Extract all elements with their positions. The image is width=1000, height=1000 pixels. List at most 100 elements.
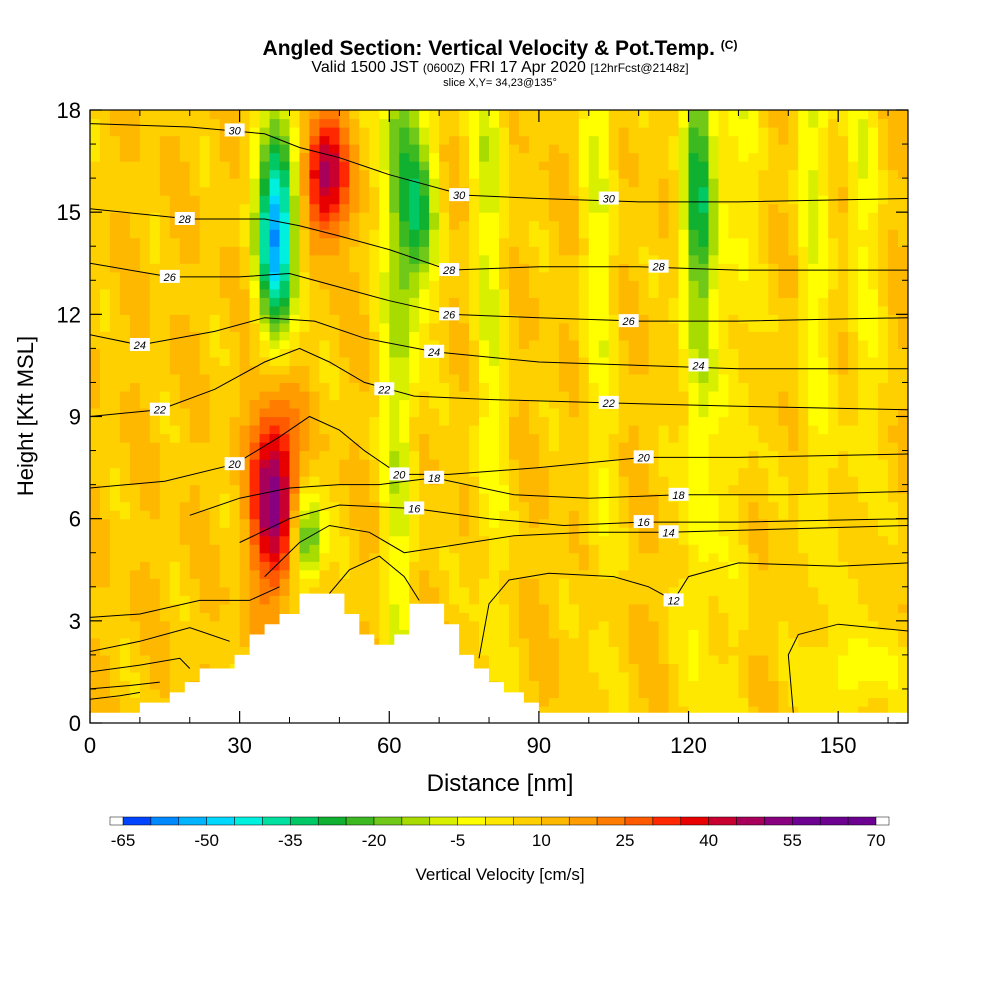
velocity-cell (259, 382, 271, 392)
velocity-cell (429, 118, 440, 128)
velocity-cell (149, 365, 161, 375)
velocity-cell (199, 237, 211, 247)
velocity-cell (538, 578, 550, 588)
velocity-cell (668, 271, 680, 281)
velocity-cell (149, 135, 161, 145)
velocity-cell (588, 552, 600, 562)
velocity-cell (239, 161, 251, 171)
velocity-cell (558, 271, 570, 281)
velocity-cell (299, 493, 311, 503)
velocity-cell (499, 646, 510, 656)
velocity-cell (708, 110, 720, 120)
velocity-cell (419, 229, 430, 239)
velocity-cell (279, 365, 291, 375)
velocity-cell (159, 263, 171, 273)
velocity-cell (738, 288, 749, 298)
velocity-cell (568, 561, 580, 571)
velocity-cell (249, 144, 261, 154)
velocity-cell (698, 237, 710, 247)
velocity-cell (489, 186, 500, 196)
velocity-cell (119, 407, 131, 418)
velocity-cell (618, 654, 630, 664)
velocity-cell (449, 169, 460, 179)
velocity-cell (229, 263, 241, 273)
velocity-cell (499, 561, 510, 571)
velocity-cell (459, 442, 470, 452)
velocity-cell (149, 331, 161, 341)
velocity-cell (658, 356, 670, 367)
velocity-cell (219, 399, 231, 409)
velocity-cell (119, 450, 131, 460)
velocity-cell (489, 237, 500, 247)
velocity-cell (359, 373, 370, 384)
velocity-cell (548, 527, 560, 537)
velocity-cell (289, 246, 301, 256)
velocity-cell (638, 612, 650, 622)
velocity-cell (528, 314, 540, 324)
velocity-cell (758, 390, 769, 401)
velocity-cell (399, 297, 410, 307)
velocity-cell (99, 407, 111, 418)
velocity-cell (738, 186, 749, 196)
velocity-cell (399, 373, 410, 384)
velocity-cell (728, 510, 740, 520)
velocity-cell (479, 118, 490, 128)
velocity-cell (429, 271, 440, 281)
velocity-cell (748, 254, 759, 264)
velocity-cell (568, 612, 580, 622)
velocity-cell (279, 161, 291, 171)
velocity-cell (738, 459, 749, 469)
velocity-cell (499, 603, 510, 613)
velocity-cell (289, 356, 301, 367)
velocity-cell (109, 407, 121, 418)
velocity-cell (359, 365, 370, 375)
velocity-cell (249, 569, 261, 579)
velocity-cell (389, 459, 400, 469)
velocity-cell (139, 407, 151, 418)
velocity-cell (99, 186, 111, 196)
velocity-cell (728, 322, 740, 332)
velocity-cell (728, 331, 740, 341)
velocity-cell (399, 510, 410, 520)
velocity-cell (399, 144, 410, 154)
velocity-cell (279, 501, 291, 511)
velocity-cell (139, 297, 151, 307)
velocity-cell (149, 620, 161, 630)
velocity-cell (439, 186, 450, 196)
velocity-cell (379, 425, 390, 435)
velocity-cell (449, 416, 460, 426)
velocity-cell (119, 620, 131, 630)
velocity-cell (678, 433, 690, 443)
velocity-cell (109, 629, 121, 639)
velocity-cell (688, 493, 700, 503)
velocity-cell (618, 339, 630, 349)
velocity-cell (309, 433, 321, 443)
velocity-cell (279, 382, 291, 392)
velocity-cell (648, 220, 660, 230)
velocity-cell (99, 629, 111, 639)
velocity-cell (159, 152, 171, 162)
velocity-cell (708, 442, 720, 452)
velocity-cell (239, 373, 251, 384)
velocity-cell (99, 705, 111, 716)
velocity-cell (558, 339, 570, 349)
velocity-cell (239, 603, 251, 613)
velocity-cell (329, 297, 340, 307)
velocity-cell (489, 271, 500, 281)
velocity-cell (459, 450, 470, 460)
velocity-cell (129, 535, 141, 545)
velocity-cell (698, 450, 710, 460)
velocity-cell (389, 178, 400, 188)
velocity-cell (129, 195, 141, 205)
velocity-cell (518, 535, 530, 545)
velocity-cell (469, 237, 480, 247)
velocity-cell (728, 390, 740, 401)
velocity-cell (179, 510, 191, 520)
velocity-cell (219, 518, 231, 528)
velocity-cell (409, 246, 420, 256)
velocity-cell (179, 493, 191, 503)
velocity-cell (678, 620, 690, 630)
velocity-cell (688, 595, 700, 605)
velocity-cell (489, 450, 500, 460)
velocity-cell (209, 365, 221, 375)
